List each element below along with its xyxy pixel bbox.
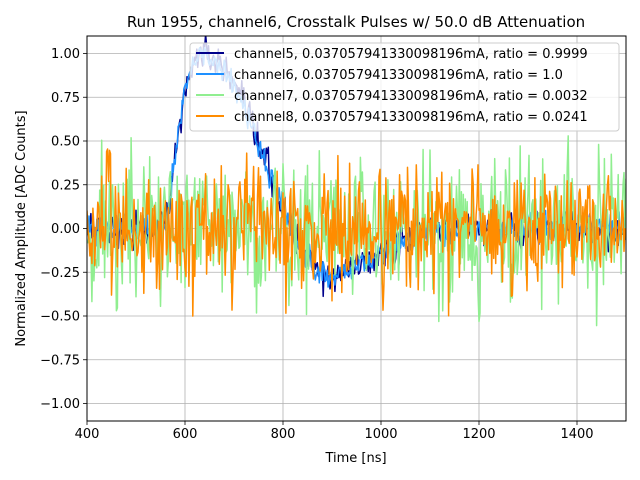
y-tick-label: 0.50 bbox=[51, 135, 80, 150]
x-tick-label: 400 bbox=[75, 427, 100, 442]
legend-label-4: channel8, 0.037057941330098196mA, ratio … bbox=[234, 110, 588, 125]
x-axis: 400 600 800 1000 1200 1400 bbox=[75, 421, 594, 442]
chart-title: Run 1955, channel6, Crosstalk Pulses w/ … bbox=[127, 13, 585, 31]
legend-frame bbox=[189, 42, 620, 132]
y-tick-label: −0.25 bbox=[40, 266, 80, 281]
y-tick-label: 0.25 bbox=[51, 178, 80, 193]
legend-label-1: channel5, 0.037057941330098196mA, ratio … bbox=[234, 47, 588, 62]
x-tick-label: 600 bbox=[173, 427, 198, 442]
y-tick-label: 1.00 bbox=[51, 47, 80, 62]
x-axis-label: Time [ns] bbox=[324, 451, 386, 466]
y-axis: −1.00 −0.75 −0.50 −0.25 0.00 0.25 0.50 0.75 1.00 bbox=[40, 47, 87, 412]
y-tick-label: 0.75 bbox=[51, 91, 80, 106]
legend-label-2: channel6, 0.037057941330098196mA, ratio … bbox=[234, 68, 563, 83]
y-tick-label: 0.00 bbox=[51, 222, 80, 237]
x-tick-label: 1000 bbox=[364, 427, 397, 442]
x-tick-label: 800 bbox=[271, 427, 296, 442]
x-tick-label: 1400 bbox=[560, 427, 593, 442]
series-line-4 bbox=[87, 148, 626, 317]
y-tick-label: −0.50 bbox=[40, 310, 80, 325]
series-layer bbox=[87, 36, 626, 327]
legend: channel5, 0.037057941330098196mA, ratio … bbox=[189, 42, 620, 132]
x-tick-label: 1200 bbox=[462, 427, 495, 442]
y-tick-label: −1.00 bbox=[40, 397, 80, 412]
y-tick-label: −0.75 bbox=[40, 353, 80, 368]
legend-label-3: channel7, 0.037057941330098196mA, ratio … bbox=[234, 89, 588, 104]
y-axis-label: Normalized Amplitude [ADC Counts] bbox=[14, 110, 29, 346]
